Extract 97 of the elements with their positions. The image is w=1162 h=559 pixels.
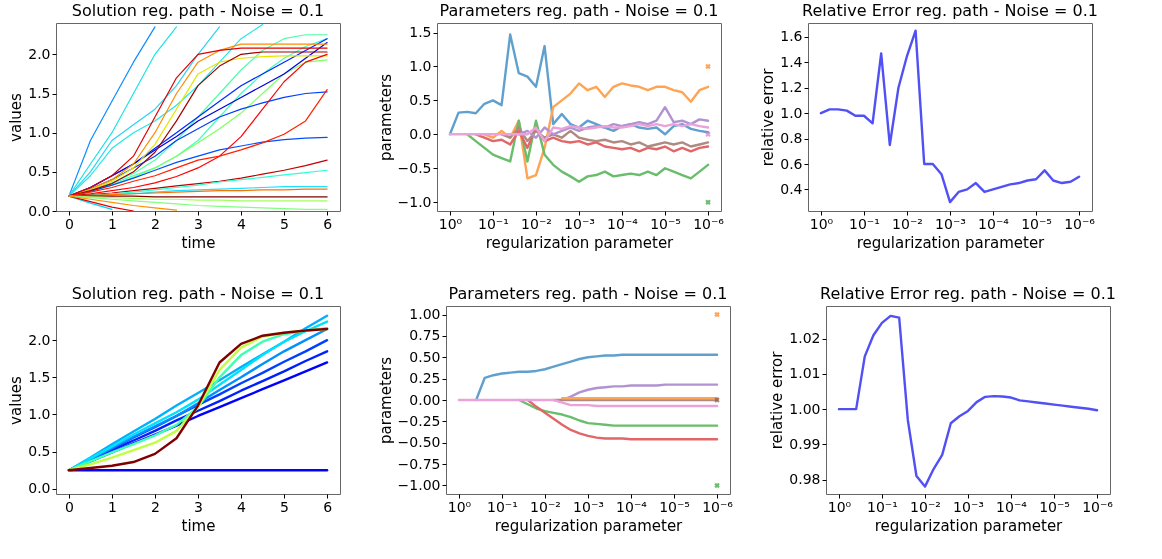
y-tick-label: 0.5 [28, 443, 51, 460]
x-tick-label: 5 [280, 215, 290, 232]
y-tick-label: 1.6 [780, 28, 803, 45]
y-axis-title: relative error [759, 67, 778, 167]
x-tick-label: 0 [64, 498, 74, 515]
chart-title: Parameters reg. path - Noise = 0.1 [439, 1, 719, 20]
y-tick-label: 2.0 [28, 45, 51, 62]
chart-title: Parameters reg. path - Noise = 0.1 [448, 284, 728, 303]
x-tick-label: 10⁻² [521, 215, 552, 232]
y-axis-title: parameters [376, 73, 395, 162]
x-axis-title: regularization parameter [485, 233, 675, 252]
x-tick-label: 4 [237, 498, 247, 515]
x-tick-label: 10⁻¹ [478, 215, 509, 232]
x-tick-label: 10⁻³ [573, 498, 604, 515]
x-tick-label: 10⁰ [809, 215, 834, 232]
x-tick-label: 10⁻¹ [849, 215, 880, 232]
y-tick-label: −0.50 [397, 434, 441, 451]
y-tick-label: 1.02 [789, 330, 821, 347]
x-tick-label: 2 [151, 498, 160, 515]
x-tick-label: 10⁻² [910, 498, 941, 515]
x-tick-label: 10⁻⁵ [1039, 498, 1070, 515]
y-axis-title: values [7, 375, 26, 425]
y-tick-label: 1.00 [409, 306, 441, 323]
y-tick-label: 0.4 [780, 180, 803, 197]
y-tick-label: 1.5 [28, 368, 51, 385]
y-tick-label: 2.0 [28, 331, 51, 348]
x-tick-label: 10⁻⁴ [996, 498, 1028, 515]
y-tick-label: −0.25 [397, 412, 441, 429]
y-axis-title: values [7, 92, 26, 142]
x-tick-label: 6 [323, 215, 333, 232]
x-tick-label: 10⁰ [827, 498, 852, 515]
x-tick-label: 10⁻³ [953, 498, 984, 515]
x-tick-label: 1 [107, 498, 117, 515]
x-tick-label: 10⁻⁶ [702, 498, 734, 515]
y-tick-label: 0.0 [409, 125, 432, 142]
y-tick-label: 1.2 [780, 79, 803, 96]
x-axis-title: regularization parameter [494, 516, 684, 535]
y-tick-label: 0.6 [780, 155, 803, 172]
y-tick-label: 1.5 [409, 24, 432, 40]
y-tick-label: 1.0 [28, 124, 51, 141]
y-tick-label: 0.50 [409, 348, 441, 365]
x-tick-label: 1 [107, 215, 117, 232]
x-tick-label: 4 [237, 215, 247, 232]
y-tick-label: 0.25 [409, 370, 441, 387]
x-tick-label: 10⁻⁴ [616, 498, 648, 515]
y-tick-label: 1.0 [28, 405, 51, 422]
y-tick-label: −0.75 [397, 455, 441, 472]
chart-title: Relative Error reg. path - Noise = 0.1 [802, 1, 1098, 20]
x-tick-label: 10⁻¹ [487, 498, 518, 515]
y-tick-label: 1.01 [789, 365, 821, 382]
x-tick-label: 10⁻⁴ [607, 215, 639, 232]
x-tick-label: 10⁻⁴ [978, 215, 1010, 232]
x-tick-label: 6 [323, 498, 333, 515]
x-tick-label: 10⁰ [438, 215, 463, 232]
x-tick-label: 5 [280, 498, 290, 515]
y-tick-label: −1.0 [397, 193, 432, 210]
x-tick-label: 3 [194, 498, 203, 515]
y-axis-title: relative error [768, 350, 787, 450]
x-tick-label: 10⁻⁶ [1082, 498, 1114, 515]
chart-title: Relative Error reg. path - Noise = 0.1 [820, 284, 1116, 303]
x-tick-label: 10⁻⁵ [659, 498, 690, 515]
x-axis-title: regularization parameter [874, 516, 1064, 535]
y-tick-label: 0.0 [28, 480, 51, 497]
x-axis-title: time [181, 233, 216, 252]
x-tick-label: 2 [151, 215, 160, 232]
x-axis-title: regularization parameter [856, 233, 1046, 252]
y-tick-label: 0.0 [28, 202, 51, 219]
x-tick-label: 10⁻⁵ [1021, 215, 1052, 232]
chart-title: Solution reg. path - Noise = 0.1 [71, 284, 325, 303]
x-tick-label: 10⁻⁵ [650, 215, 681, 232]
y-tick-label: 0.00 [409, 391, 441, 408]
y-tick-label: 1.0 [780, 104, 803, 121]
y-tick-label: 0.5 [409, 91, 432, 108]
x-tick-label: 3 [194, 215, 203, 232]
y-axis-title: parameters [376, 356, 395, 445]
y-tick-label: 1.4 [780, 53, 803, 70]
x-axis-title: time [181, 516, 216, 535]
chart-title: Solution reg. path - Noise = 0.1 [71, 1, 325, 20]
x-tick-label: 10⁻² [892, 215, 923, 232]
y-tick-label: −0.5 [397, 159, 432, 176]
x-tick-label: 10⁻² [530, 498, 561, 515]
y-tick-label: 1.00 [789, 400, 821, 417]
y-tick-label: 1.0 [409, 57, 432, 74]
y-tick-label: 0.98 [789, 471, 821, 488]
y-tick-label: 0.75 [409, 327, 441, 344]
x-tick-label: 10⁻⁶ [693, 215, 725, 232]
x-tick-label: 10⁻³ [935, 215, 966, 232]
y-tick-label: 0.8 [780, 130, 803, 147]
x-tick-label: 0 [64, 215, 74, 232]
y-tick-label: 1.5 [28, 85, 51, 101]
x-tick-label: 10⁰ [447, 498, 472, 515]
x-tick-label: 10⁻³ [564, 215, 595, 232]
y-tick-label: 0.5 [28, 163, 51, 180]
x-tick-label: 10⁻⁶ [1064, 215, 1096, 232]
y-tick-label: 0.99 [789, 435, 821, 452]
y-tick-label: −1.00 [397, 476, 441, 493]
x-tick-label: 10⁻¹ [867, 498, 898, 515]
